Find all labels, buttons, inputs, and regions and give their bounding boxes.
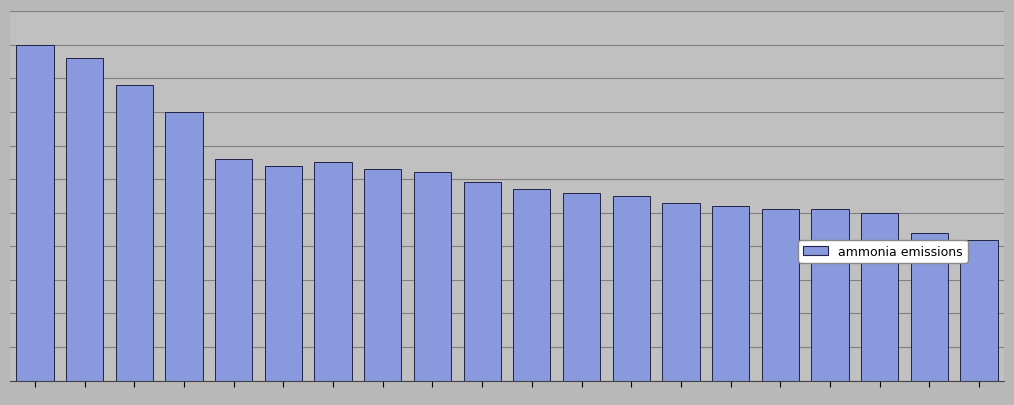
Bar	[811, 210, 849, 381]
Bar	[265, 166, 302, 381]
Bar	[364, 170, 402, 381]
Bar	[563, 193, 600, 381]
Bar	[414, 173, 451, 381]
Bar	[66, 59, 103, 381]
Bar	[612, 196, 650, 381]
Bar	[116, 86, 153, 381]
Bar	[712, 207, 749, 381]
Bar	[215, 160, 252, 381]
Bar	[762, 210, 799, 381]
Bar	[861, 213, 898, 381]
Bar	[911, 233, 948, 381]
Legend: ammonia emissions: ammonia emissions	[798, 240, 967, 263]
Bar	[165, 113, 203, 381]
Bar	[16, 46, 54, 381]
Bar	[513, 190, 551, 381]
Bar	[960, 240, 998, 381]
Bar	[463, 183, 501, 381]
Bar	[662, 203, 700, 381]
Bar	[314, 163, 352, 381]
